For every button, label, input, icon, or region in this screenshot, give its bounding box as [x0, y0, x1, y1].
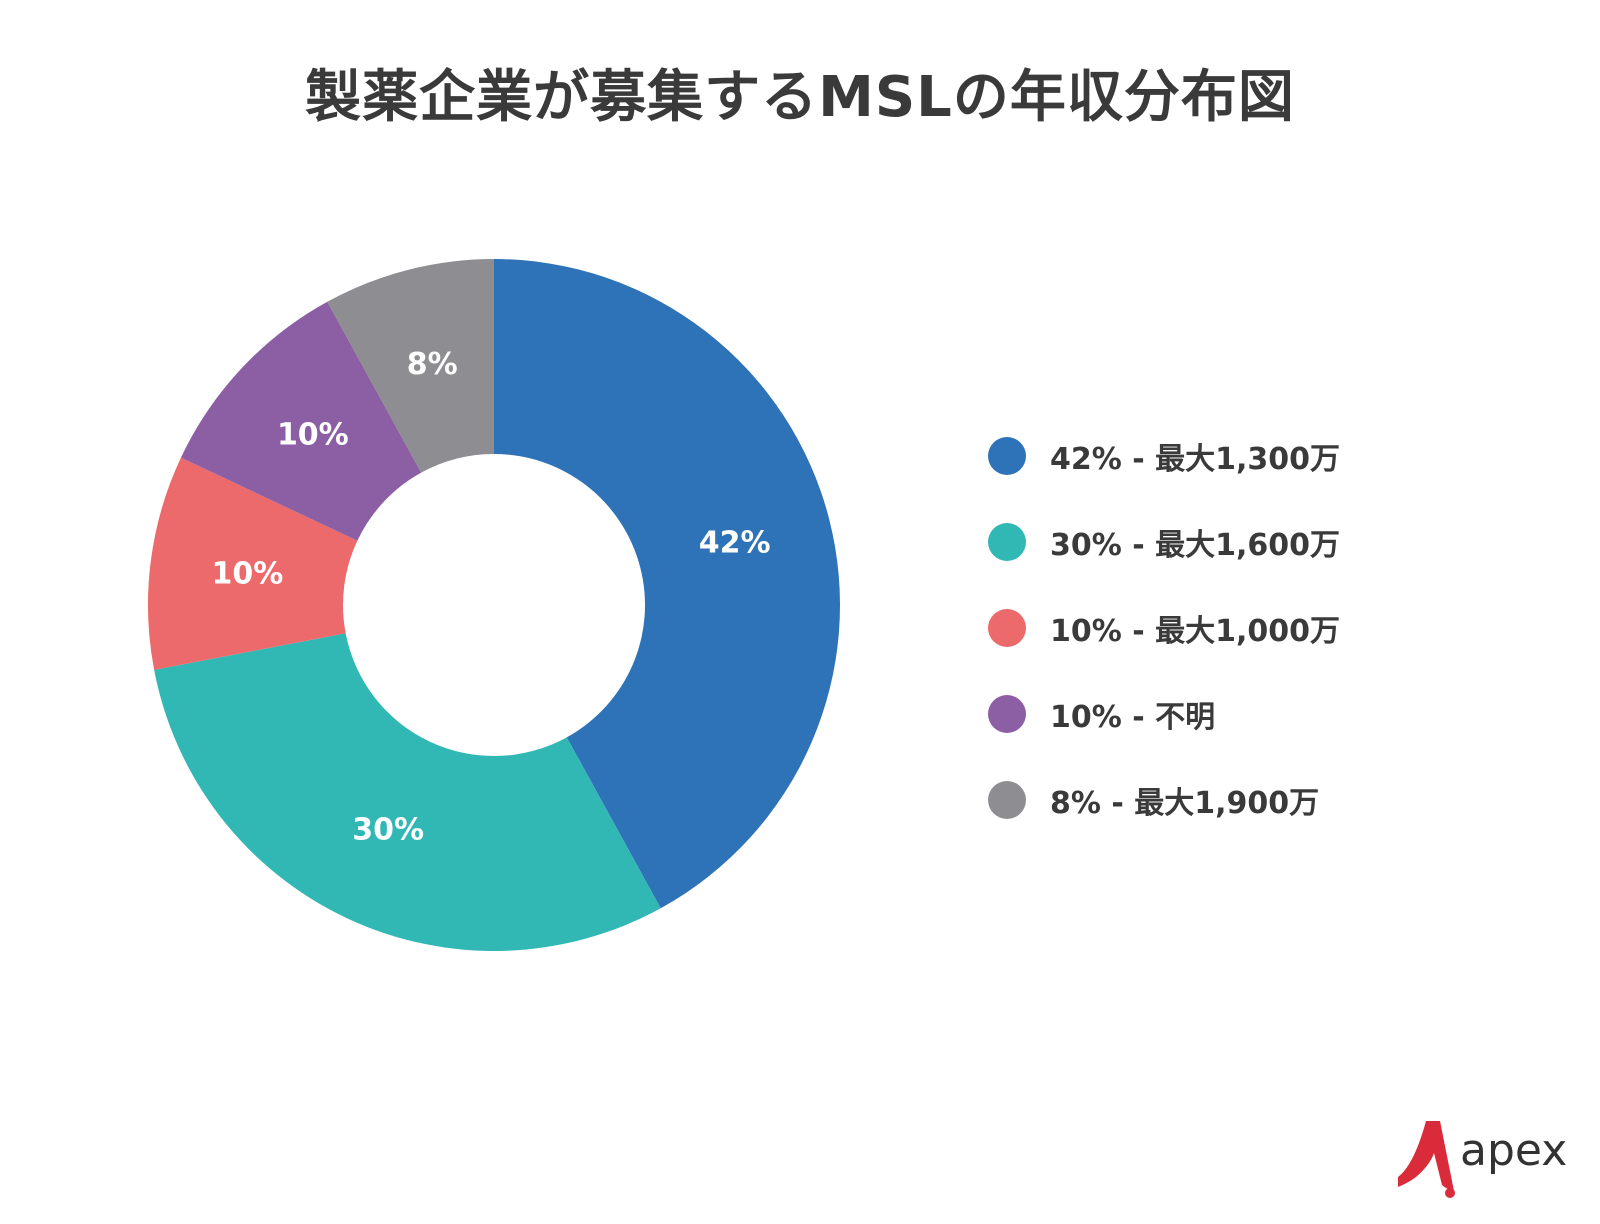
legend-item: 42% - 最大1,300万: [988, 413, 1340, 499]
legend-item: 30% - 最大1,600万: [988, 499, 1340, 585]
legend-swatch: [988, 695, 1026, 733]
chart-title: 製薬企業が募集するMSLの年収分布図: [305, 65, 1295, 130]
slice-label: 10%: [277, 417, 349, 452]
donut-slice: [180, 301, 422, 541]
legend-swatch: [988, 523, 1026, 561]
legend-swatch: [988, 781, 1026, 819]
slice-label: 10%: [212, 556, 284, 591]
legend-item: 10% - 不明: [988, 671, 1340, 757]
legend-swatch: [988, 609, 1026, 647]
legend-label: 10% - 最大1,000万: [1050, 614, 1341, 649]
apex-logo: apex: [1396, 1119, 1568, 1199]
legend-label: 30% - 最大1,600万: [1050, 528, 1341, 563]
donut-slice: [154, 633, 661, 951]
slice-label: 30%: [352, 812, 424, 847]
legend-item: 10% - 最大1,000万: [988, 585, 1340, 671]
legend-item: 8% - 最大1,900万: [988, 757, 1340, 843]
slice-label: 42%: [699, 526, 771, 561]
legend-label: 10% - 不明: [1050, 700, 1216, 735]
donut-slice: [147, 457, 358, 670]
logo-text: apex: [1460, 1125, 1568, 1176]
legend-label: 8% - 最大1,900万: [1050, 786, 1320, 821]
legend-label: 42% - 最大1,300万: [1050, 442, 1341, 477]
donut-slice: [327, 259, 494, 473]
apex-logo-icon: [1398, 1121, 1455, 1198]
legend: 42% - 最大1,300万 30% - 最大1,600万 10% - 最大1,…: [988, 413, 1340, 843]
donut-slice: [494, 259, 840, 909]
legend-swatch: [988, 437, 1026, 475]
slice-label: 8%: [407, 347, 458, 382]
